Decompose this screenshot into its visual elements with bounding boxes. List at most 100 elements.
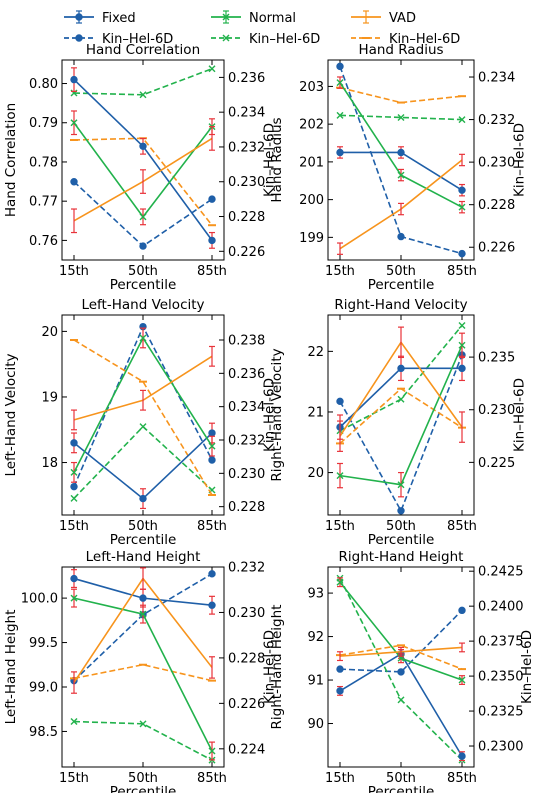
- series-y2-fixed: [336, 62, 466, 258]
- data-point-b: [139, 720, 147, 728]
- y2-tick-label: 0.226: [228, 245, 265, 260]
- y2-tick-label: 0.228: [228, 651, 265, 666]
- series-vad: [337, 642, 465, 662]
- series-line-dashed: [339, 609, 463, 673]
- data-point: [397, 668, 405, 676]
- y-axis-label: Left-Hand Velocity: [3, 353, 19, 476]
- data-point: [139, 594, 147, 602]
- y2-tick-label: 0.232: [228, 140, 265, 155]
- data-point: [397, 364, 405, 373]
- series-y2-vad: [336, 86, 466, 104]
- data-point: [336, 111, 344, 119]
- data-point-b: [70, 494, 78, 502]
- y2-tick-label: 0.230: [228, 467, 265, 482]
- y2-tick-label: 0.234: [228, 400, 265, 415]
- y2-tick-label: 0.234: [478, 71, 515, 86]
- chart-title: Left-Hand Velocity: [81, 297, 204, 313]
- data-point: [397, 148, 405, 157]
- x-axis-label: Percentile: [110, 784, 177, 793]
- x-axis-label: Percentile: [110, 277, 177, 293]
- series-y2-fixed: [70, 178, 216, 250]
- y2-tick-label: 0.226: [228, 697, 265, 712]
- series-normal: [336, 76, 466, 214]
- data-point-b: [139, 334, 147, 342]
- data-point-b: [336, 472, 344, 480]
- data-point: [458, 752, 466, 760]
- y-tick-label: 202: [299, 118, 324, 133]
- data-point-b: [458, 116, 466, 124]
- legend-label: Fixed: [102, 11, 136, 26]
- chart-title: Right-Hand Velocity: [334, 297, 467, 313]
- y-tick-label: 201: [299, 155, 324, 170]
- data-point: [139, 720, 147, 728]
- y2-axis-label: Kin–Hel-6D: [262, 123, 278, 197]
- series-y2-normal: [336, 111, 466, 124]
- data-point: [336, 62, 344, 71]
- series-line-dashed: [339, 114, 463, 121]
- legend-marker: [75, 13, 83, 21]
- data-point-b: [208, 747, 216, 755]
- x-tick-label: 15th: [59, 519, 89, 534]
- x-tick-label: 85th: [447, 519, 477, 534]
- x-axis-label: Percentile: [368, 784, 435, 793]
- data-point: [208, 442, 216, 450]
- series-line-dashed: [73, 720, 213, 761]
- series-line: [339, 82, 463, 208]
- legend-item: Fixed: [64, 10, 136, 26]
- data-point: [139, 91, 147, 99]
- data-point: [336, 665, 344, 673]
- y-tick-label: 203: [299, 80, 324, 95]
- data-point-b: [139, 91, 147, 99]
- x-tick-label: 85th: [197, 771, 227, 786]
- y2-axis-label: Kin–Hel-6D: [262, 378, 278, 452]
- series-y2-normal: [70, 65, 216, 99]
- data-point-b: [336, 79, 344, 87]
- y2-axis-label: Kin–Hel-6D: [512, 378, 528, 452]
- y2-axis-label: Kin–Hel-6D: [512, 123, 528, 197]
- chart-panel: Hand Correlation 15th 50th 85th Percentile 0.…: [3, 42, 278, 293]
- y2-tick-label: 0.236: [228, 71, 265, 86]
- data-point: [397, 481, 405, 489]
- y-tick-label: 90: [307, 717, 324, 732]
- x-tick-label: 50th: [128, 264, 158, 279]
- y-axis-label: Left-Hand Height: [3, 610, 19, 725]
- x-axis-label: Percentile: [368, 532, 435, 548]
- series-line-dashed: [73, 663, 213, 682]
- data-point-b: [70, 594, 78, 602]
- chart-panel: Right-Hand Height 15th 50th 85th Percentile 9…: [269, 549, 535, 793]
- y2-tick-label: 0.230: [228, 606, 265, 621]
- y2-tick-label: 0.238: [228, 334, 265, 349]
- chart-title: Left-Hand Height: [86, 549, 201, 565]
- legend-marker-b: [222, 34, 230, 42]
- data-point: [70, 718, 78, 726]
- data-point: [139, 334, 147, 342]
- chart-panel: Left-Hand Height 15th 50th 85th Percentile 98…: [3, 549, 278, 793]
- data-point: [208, 570, 216, 578]
- y-tick-label: 0.79: [29, 116, 58, 131]
- series-line-dashed: [73, 67, 213, 96]
- legend-label: VAD: [389, 11, 416, 26]
- series-normal: [336, 332, 466, 498]
- data-point: [208, 429, 216, 437]
- data-point-b: [458, 322, 466, 330]
- y-tick-label: 19: [41, 390, 58, 405]
- data-point: [458, 676, 466, 684]
- data-point: [70, 119, 78, 127]
- data-point: [139, 142, 147, 150]
- x-tick-label: 85th: [197, 264, 227, 279]
- data-point: [208, 236, 216, 245]
- y2-tick-label: 0.224: [228, 742, 265, 757]
- chart-panels: Hand Correlation 15th 50th 85th Percentile 0.…: [3, 42, 535, 793]
- series-normal: [70, 588, 216, 761]
- plot-frame: [61, 59, 225, 261]
- y-tick-label: 200: [299, 193, 324, 208]
- x-tick-label: 15th: [325, 519, 355, 534]
- data-point: [139, 213, 147, 221]
- x-axis-label: Percentile: [368, 277, 435, 293]
- data-point-b: [458, 341, 466, 349]
- series-y2-normal: [70, 718, 216, 764]
- data-point-b: [208, 65, 216, 73]
- data-point: [70, 468, 78, 476]
- legend-label: Normal: [249, 11, 296, 26]
